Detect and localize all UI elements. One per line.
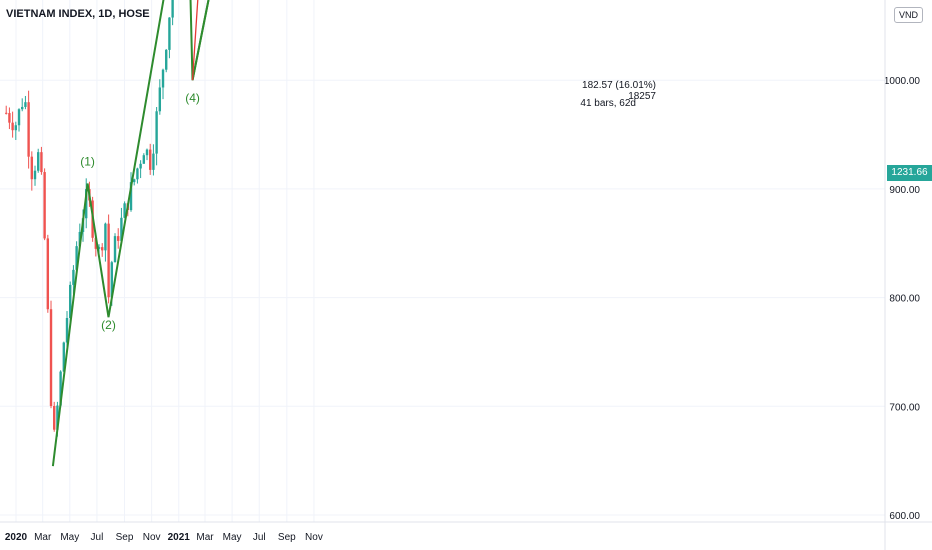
- candle-body[interactable]: [85, 189, 88, 219]
- candle-body[interactable]: [136, 168, 139, 180]
- candle-body[interactable]: [17, 109, 21, 126]
- x-tick-label: 2020: [5, 532, 28, 543]
- x-tick-label: Sep: [278, 532, 296, 543]
- x-tick-label: Sep: [116, 532, 134, 543]
- candle-body[interactable]: [123, 203, 126, 218]
- last-price-tag[interactable]: 1231.66: [887, 165, 932, 181]
- chart-title: VIETNAM INDEX, 1D, HOSE: [6, 8, 150, 20]
- candle-body[interactable]: [56, 405, 59, 430]
- candle-body[interactable]: [129, 182, 133, 211]
- candle-body[interactable]: [49, 309, 53, 406]
- candle-body[interactable]: [40, 152, 43, 173]
- green-wave-label: (1): [80, 154, 95, 168]
- candle-body[interactable]: [59, 371, 62, 406]
- candle-body[interactable]: [24, 102, 27, 107]
- candle-body[interactable]: [165, 49, 168, 70]
- candle-body[interactable]: [5, 112, 8, 114]
- y-tick-label: 600.00: [889, 511, 920, 522]
- x-tick-label: May: [223, 532, 242, 543]
- candle-body[interactable]: [110, 262, 114, 298]
- candle-body[interactable]: [168, 17, 171, 50]
- candle-body[interactable]: [46, 238, 50, 310]
- grid: [0, 0, 885, 522]
- candle-body[interactable]: [53, 405, 56, 430]
- green-wave-label: (2): [101, 318, 116, 332]
- candle-body[interactable]: [120, 217, 123, 241]
- candle-body[interactable]: [8, 113, 11, 123]
- y-tick-label: 900.00: [889, 185, 920, 196]
- candle-body[interactable]: [142, 155, 146, 164]
- candle-body[interactable]: [43, 172, 46, 239]
- candle-body[interactable]: [11, 122, 14, 131]
- wave-lines[interactable]: [51, 0, 275, 467]
- y-tick-label: 800.00: [889, 294, 920, 305]
- candle-body[interactable]: [158, 87, 162, 112]
- candle-body[interactable]: [101, 247, 104, 251]
- green-trendline[interactable]: [191, 0, 275, 81]
- y-tick-label: 700.00: [889, 402, 920, 413]
- currency-badge[interactable]: VND: [893, 7, 923, 23]
- candle-body[interactable]: [104, 223, 107, 251]
- x-tick-label: Jul: [91, 532, 104, 543]
- candle-body[interactable]: [145, 149, 149, 156]
- x-tick-label: Nov: [143, 532, 161, 543]
- wave-labels: (1)(2)(3)(4)(5)(1)(2)(3)(4)(1)(2)(3)(4): [80, 91, 200, 332]
- candle-body[interactable]: [62, 342, 66, 372]
- candle-body[interactable]: [72, 269, 75, 285]
- candle-body[interactable]: [117, 236, 120, 241]
- candle-body[interactable]: [149, 149, 152, 170]
- x-tick-label: Mar: [196, 532, 214, 543]
- candle-body[interactable]: [171, 0, 174, 18]
- measure-line-1: 182.57 (16.01%) 18257: [582, 80, 656, 102]
- candle-body[interactable]: [33, 170, 37, 180]
- x-tick-label: Mar: [34, 532, 52, 543]
- x-tick-label: 2021: [168, 532, 191, 543]
- candle-body[interactable]: [37, 152, 40, 171]
- green-wave-label: (4): [185, 91, 200, 105]
- candle-body[interactable]: [94, 237, 98, 249]
- candle-body[interactable]: [65, 318, 69, 343]
- candle-body[interactable]: [152, 153, 155, 170]
- candle-body[interactable]: [113, 236, 117, 263]
- candle-body[interactable]: [14, 125, 18, 131]
- candle-body[interactable]: [161, 69, 165, 88]
- candle-body[interactable]: [155, 111, 158, 154]
- y-tick-label: 1000.00: [884, 76, 921, 87]
- candle-body[interactable]: [107, 223, 110, 298]
- candle-body[interactable]: [21, 106, 24, 110]
- x-tick-label: Jul: [253, 532, 266, 543]
- x-tick-label: Nov: [305, 532, 323, 543]
- candle-body[interactable]: [133, 179, 136, 183]
- candle-body[interactable]: [27, 102, 30, 157]
- candle-body[interactable]: [30, 156, 34, 180]
- candle-body[interactable]: [69, 284, 72, 319]
- measure-line-2: 41 bars, 62d: [580, 98, 636, 109]
- x-tick-label: May: [60, 532, 79, 543]
- candles[interactable]: [5, 0, 225, 437]
- candle-body[interactable]: [139, 163, 142, 169]
- candle-body[interactable]: [97, 247, 101, 249]
- candle-body[interactable]: [75, 246, 78, 270]
